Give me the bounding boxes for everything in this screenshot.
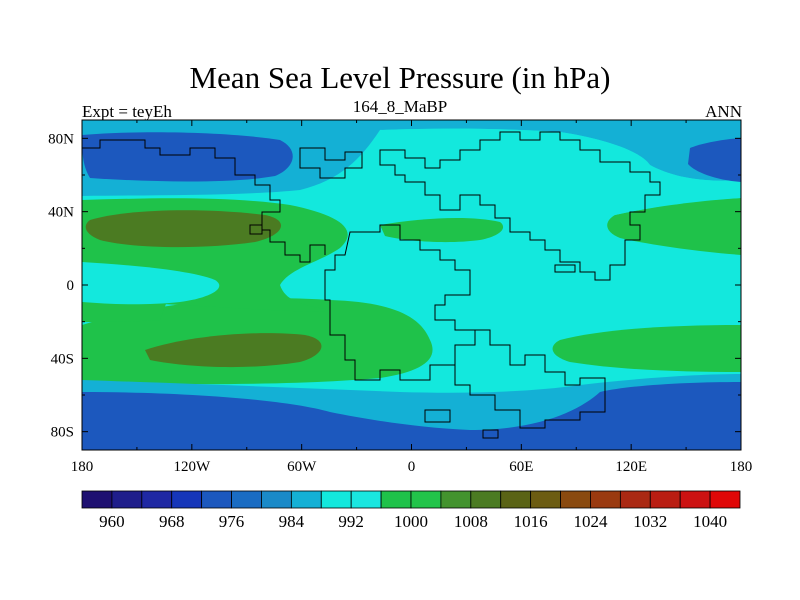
colorbar-label: 1016: [514, 512, 548, 531]
colorbar-label: 984: [279, 512, 305, 531]
coast-gondwana-east: [454, 329, 606, 429]
coast-eurasia: [379, 131, 661, 281]
x-tick-label: 60E: [509, 459, 533, 475]
colorbar-swatch: [530, 490, 561, 509]
colorbar-swatch: [560, 490, 591, 509]
colorbar-swatch: [111, 490, 143, 509]
x-tick-label: 180: [730, 459, 753, 475]
x-tick-label: 0: [408, 459, 416, 475]
colorbar-swatch: [171, 490, 203, 509]
period-label: 164_8_MaBP: [352, 97, 448, 116]
colorbar-swatch: [470, 490, 502, 509]
coast-small-island-1: [249, 224, 263, 235]
y-tick-label: 0: [67, 278, 75, 294]
colorbar-swatch: [201, 490, 232, 509]
colorbar: 960 968 976 984 992 1000 1008 1016 1024 1032 1040: [81, 490, 741, 531]
coast-greenland-arctic: [299, 147, 363, 179]
coast-small-island-3: [554, 264, 576, 273]
colorbar-swatch: [380, 490, 412, 509]
colorbar-label: 1008: [454, 512, 488, 531]
colorbar-swatch: [141, 490, 173, 509]
colorbar-swatch: [320, 490, 352, 509]
colorbar-label: 1040: [693, 512, 727, 531]
x-tick-label: 60W: [287, 459, 317, 475]
colorbar-swatch: [81, 490, 113, 509]
colorbar-swatch: [649, 490, 681, 509]
colorbar-label: 992: [338, 512, 364, 531]
contour-1016-south: [145, 333, 322, 368]
x-tick-label: 120W: [173, 459, 211, 475]
colorbar-swatch: [410, 490, 442, 509]
colorbar-label: 960: [99, 512, 125, 531]
colorbar-label: 1032: [633, 512, 667, 531]
colorbar-swatch: [290, 490, 322, 509]
season-label: ANN: [705, 102, 742, 121]
contour-1000-equator-tongue: [82, 262, 220, 305]
map-title: Mean Sea Level Pressure (in hPa): [189, 60, 611, 95]
colorbar-swatch: [709, 490, 741, 509]
colorbar-label: 976: [219, 512, 245, 531]
experiment-label: Expt = teyEh: [82, 102, 172, 121]
colorbar-swatch: [231, 490, 262, 509]
colorbar-label: 1000: [394, 512, 428, 531]
y-tick-label: 40N: [48, 205, 74, 221]
x-tick-label: 120E: [615, 459, 647, 475]
colorbar-swatch: [619, 490, 651, 509]
colorbar-label: 1024: [573, 512, 608, 531]
colorbar-swatch: [350, 490, 382, 509]
y-tick-label: 80S: [51, 425, 74, 441]
colorbar-swatch: [590, 490, 621, 509]
y-tick-label: 80N: [48, 131, 74, 147]
y-tick-label: 40S: [51, 351, 74, 367]
colorbar-swatch: [500, 490, 532, 509]
axis-ticks: [81, 120, 742, 450]
x-tick-label: 180: [71, 459, 94, 475]
coast-gondwana-west: [324, 224, 476, 381]
coast-north-america: [82, 139, 326, 263]
contour-984-north-pacific: [82, 132, 293, 182]
contour-1008-south-east: [552, 325, 741, 372]
colorbar-swatch: [679, 490, 711, 509]
contour-984-north-east: [688, 138, 741, 182]
contour-fill: [82, 120, 741, 450]
colorbar-label: 968: [159, 512, 185, 531]
contour-1008-asia: [380, 218, 504, 243]
axis-tick-labels: 180 120W 60W 0 60E 120E 180 80N 40N 0 40S 80S: [48, 131, 752, 475]
colorbar-swatch: [440, 490, 472, 509]
contour-984-south: [82, 382, 741, 450]
coastlines: [82, 131, 661, 439]
colorbar-swatch: [261, 490, 292, 509]
coast-small-island-2: [482, 429, 499, 439]
contour-1016-north: [85, 210, 282, 248]
coast-antarctic-fragment: [424, 409, 451, 423]
